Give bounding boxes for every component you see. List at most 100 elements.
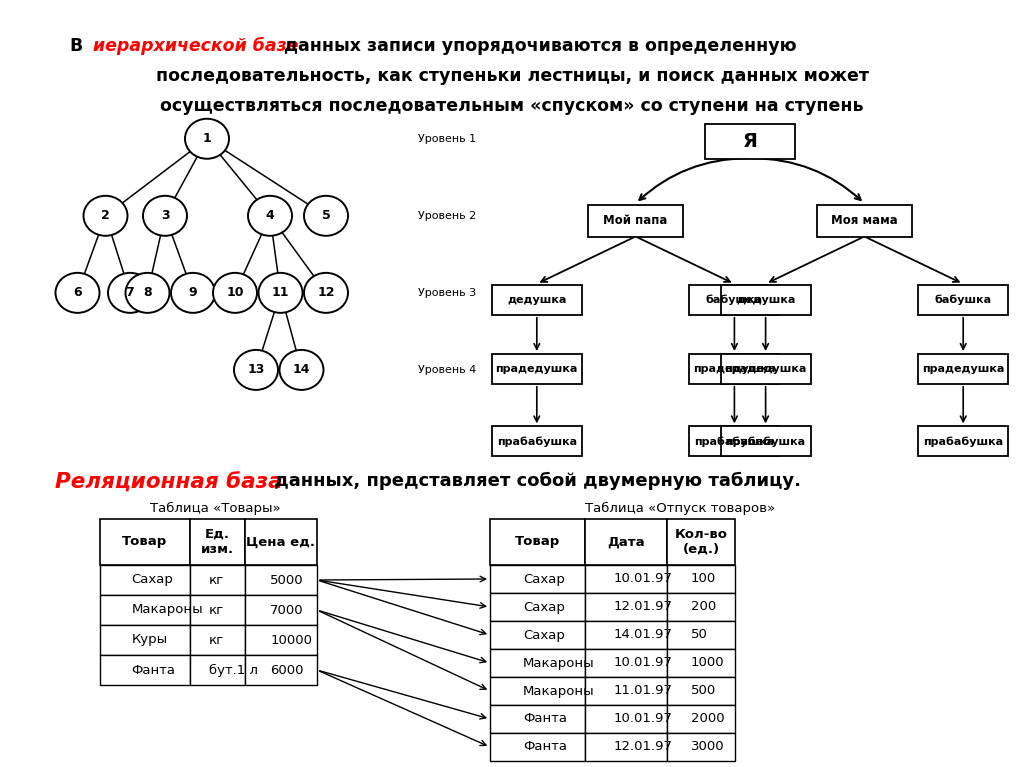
Text: последовательность, как ступеньки лестницы, и поиск данных может: последовательность, как ступеньки лестни… xyxy=(156,67,868,85)
Bar xyxy=(585,593,667,621)
Bar xyxy=(585,677,667,705)
Text: 3000: 3000 xyxy=(691,740,724,753)
FancyBboxPatch shape xyxy=(492,285,582,314)
Text: прадедушка: прадедушка xyxy=(496,364,578,374)
Ellipse shape xyxy=(171,273,215,313)
Bar xyxy=(245,565,317,595)
Ellipse shape xyxy=(185,119,229,159)
Bar xyxy=(100,655,190,685)
Text: прадедушка: прадедушка xyxy=(693,364,775,374)
Text: 5000: 5000 xyxy=(270,574,304,587)
Ellipse shape xyxy=(143,196,187,235)
Bar xyxy=(667,621,735,649)
Text: Макароны: Макароны xyxy=(523,684,595,697)
Ellipse shape xyxy=(108,273,152,313)
FancyBboxPatch shape xyxy=(689,426,779,456)
Bar xyxy=(490,677,585,705)
FancyBboxPatch shape xyxy=(919,354,1009,384)
Bar xyxy=(490,519,585,565)
Bar xyxy=(190,565,245,595)
Ellipse shape xyxy=(248,196,292,235)
Text: кг: кг xyxy=(209,574,224,587)
Bar xyxy=(667,519,735,565)
FancyBboxPatch shape xyxy=(689,354,779,384)
Text: Кол-во
(ед.): Кол-во (ед.) xyxy=(675,528,727,556)
Text: 14.01.97: 14.01.97 xyxy=(613,628,673,641)
Text: дедушка: дедушка xyxy=(507,295,566,304)
Bar xyxy=(585,565,667,593)
FancyBboxPatch shape xyxy=(689,285,779,314)
Bar xyxy=(490,593,585,621)
Text: данных, представляет собой двумерную таблицу.: данных, представляет собой двумерную таб… xyxy=(268,472,801,490)
Text: 11.01.97: 11.01.97 xyxy=(613,684,673,697)
Text: прабабушка: прабабушка xyxy=(694,436,774,446)
Text: Реляционная база: Реляционная база xyxy=(55,472,283,492)
Text: Макароны: Макароны xyxy=(523,657,595,670)
Bar xyxy=(245,655,317,685)
FancyBboxPatch shape xyxy=(588,205,683,236)
Text: 6: 6 xyxy=(73,286,82,299)
Ellipse shape xyxy=(304,196,348,235)
Text: кг: кг xyxy=(209,634,224,647)
Text: В: В xyxy=(70,37,89,55)
Ellipse shape xyxy=(234,350,278,390)
Text: кг: кг xyxy=(209,604,224,617)
Bar xyxy=(667,733,735,761)
Ellipse shape xyxy=(84,196,128,235)
Text: 2000: 2000 xyxy=(691,713,724,726)
Text: 4: 4 xyxy=(265,209,274,222)
Bar xyxy=(667,565,735,593)
Text: прабабушка: прабабушка xyxy=(924,436,1004,446)
FancyBboxPatch shape xyxy=(492,426,582,456)
Text: Моя мама: Моя мама xyxy=(831,214,898,227)
Text: дедушка: дедушка xyxy=(736,295,796,304)
Text: Цена ед.: Цена ед. xyxy=(247,535,315,548)
Text: прадедушка: прадедушка xyxy=(922,364,1005,374)
FancyBboxPatch shape xyxy=(721,426,811,456)
Ellipse shape xyxy=(55,273,99,313)
Ellipse shape xyxy=(280,350,324,390)
Text: Уровень 3: Уровень 3 xyxy=(418,288,476,298)
Bar xyxy=(667,593,735,621)
Bar xyxy=(667,677,735,705)
Text: иерархической базе: иерархической базе xyxy=(93,37,299,55)
Bar xyxy=(585,621,667,649)
Text: Мой папа: Мой папа xyxy=(603,214,668,227)
Text: 7000: 7000 xyxy=(270,604,304,617)
Bar xyxy=(100,595,190,625)
FancyBboxPatch shape xyxy=(919,426,1009,456)
FancyBboxPatch shape xyxy=(817,205,912,236)
Bar xyxy=(585,519,667,565)
Bar xyxy=(490,705,585,733)
Text: 10.01.97: 10.01.97 xyxy=(613,713,673,726)
Text: бабушка: бабушка xyxy=(935,295,992,305)
Text: Уровень 1: Уровень 1 xyxy=(418,133,476,143)
Text: 50: 50 xyxy=(691,628,708,641)
FancyBboxPatch shape xyxy=(919,285,1009,314)
Text: 6000: 6000 xyxy=(270,663,304,676)
Text: 11: 11 xyxy=(271,286,289,299)
Ellipse shape xyxy=(304,273,348,313)
Bar xyxy=(245,625,317,655)
Text: Уровень 2: Уровень 2 xyxy=(418,211,476,221)
Ellipse shape xyxy=(126,273,170,313)
Text: данных записи упорядочиваются в определенную: данных записи упорядочиваются в определе… xyxy=(278,37,797,55)
Text: Дата: Дата xyxy=(607,535,645,548)
Text: Фанта: Фанта xyxy=(523,713,567,726)
Text: Макароны: Макароны xyxy=(131,604,203,617)
Text: 1: 1 xyxy=(203,132,211,145)
Text: Таблица «Товары»: Таблица «Товары» xyxy=(150,502,281,515)
Text: Таблица «Отпуск товаров»: Таблица «Отпуск товаров» xyxy=(585,502,775,515)
Bar xyxy=(190,595,245,625)
Text: бут.1 л: бут.1 л xyxy=(209,663,258,676)
Text: Фанта: Фанта xyxy=(131,663,175,676)
Text: бабушка: бабушка xyxy=(706,295,763,305)
Bar xyxy=(585,705,667,733)
FancyBboxPatch shape xyxy=(721,285,811,314)
Text: Товар: Товар xyxy=(515,535,560,548)
Text: 8: 8 xyxy=(143,286,152,299)
Text: Я: Я xyxy=(742,132,758,150)
Text: Товар: Товар xyxy=(123,535,168,548)
FancyBboxPatch shape xyxy=(492,354,582,384)
Bar xyxy=(490,621,585,649)
